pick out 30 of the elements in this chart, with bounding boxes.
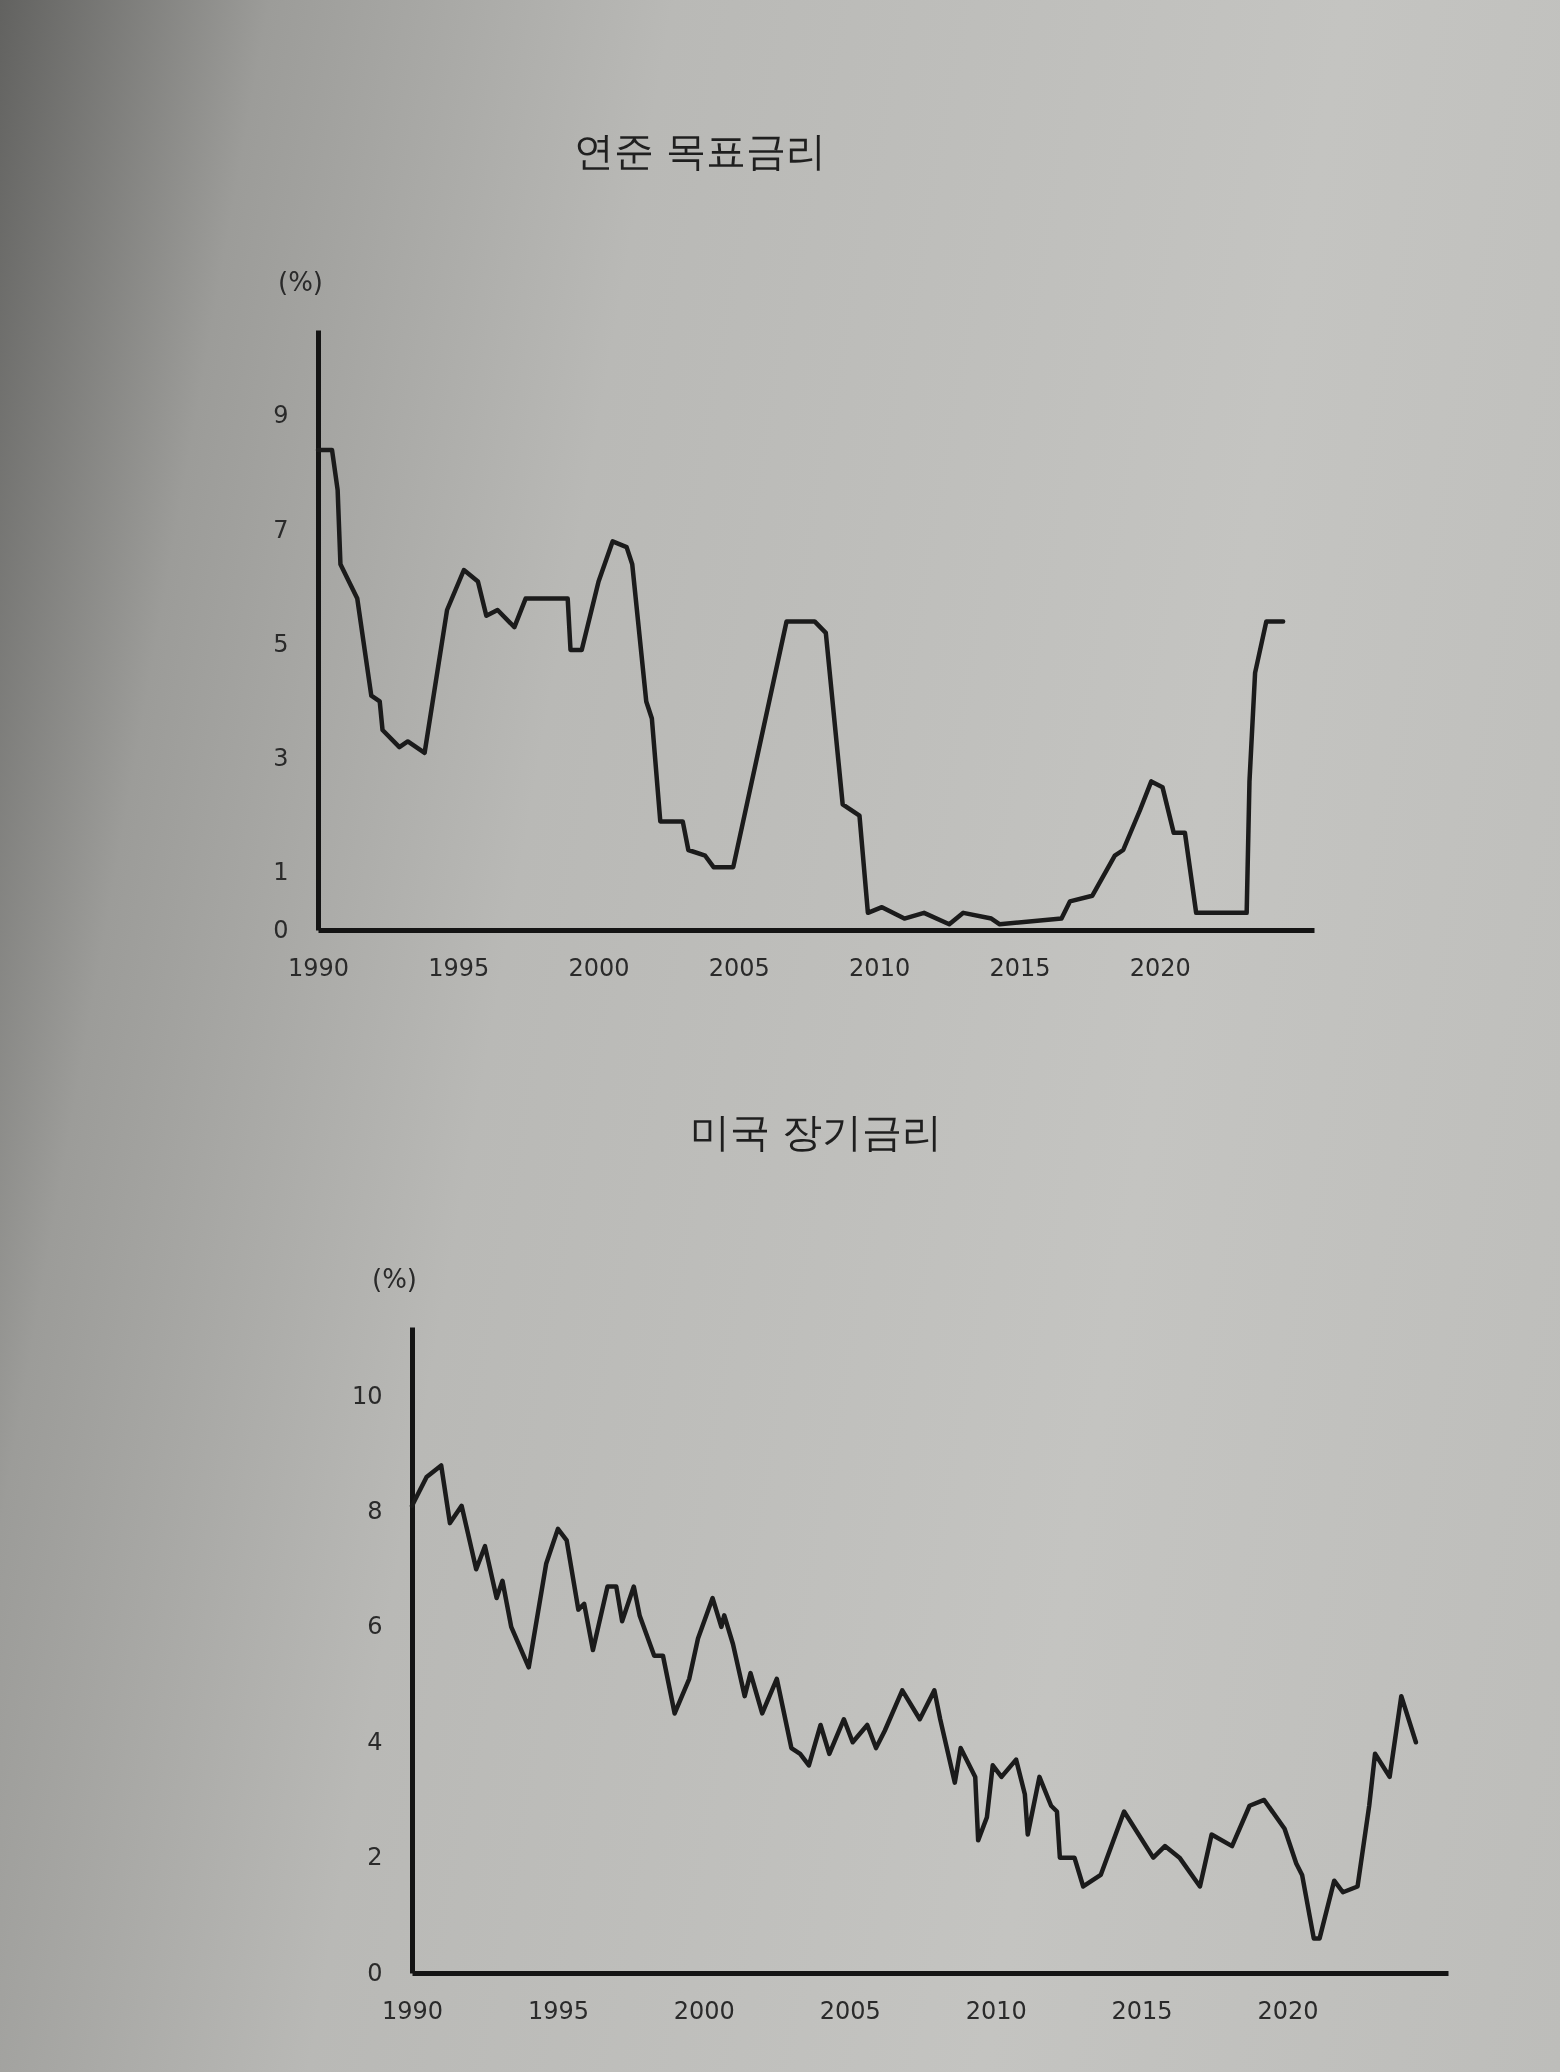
y-tick-label: 5 bbox=[273, 629, 289, 658]
y-tick-label: 10 bbox=[351, 1381, 383, 1410]
y-tick-label: 3 bbox=[273, 744, 289, 773]
x-tick-label: 2000 bbox=[673, 1996, 735, 2025]
y-axis-title: (%) bbox=[372, 1263, 417, 1294]
x-tick-label: 2000 bbox=[568, 953, 630, 982]
x-tick-label: 2010 bbox=[849, 953, 911, 982]
x-tick-label: 2015 bbox=[1111, 1996, 1173, 2025]
x-tick-label: 1995 bbox=[428, 953, 490, 982]
x-tick-label: 2020 bbox=[1129, 953, 1191, 982]
x-tick-label: 2005 bbox=[819, 1996, 881, 2025]
y-tick-label: 7 bbox=[273, 515, 289, 544]
x-tick-label: 2020 bbox=[1257, 1996, 1319, 2025]
chart-title: 연준 목표금리 bbox=[573, 128, 827, 174]
y-axis-title: (%) bbox=[278, 266, 323, 297]
y-tick-label: 0 bbox=[367, 1958, 383, 1987]
y-tick-label: 6 bbox=[367, 1612, 383, 1641]
y-tick-label: 9 bbox=[273, 401, 289, 430]
x-tick-label: 1990 bbox=[287, 953, 350, 982]
y-tick-label: 4 bbox=[367, 1727, 383, 1756]
x-tick-label: 2010 bbox=[965, 1996, 1027, 2025]
y-tick-label: 0 bbox=[273, 915, 289, 944]
y-tick-label: 1 bbox=[273, 858, 289, 887]
chart-title: 미국 장기금리 bbox=[689, 1109, 943, 1155]
x-tick-label: 2005 bbox=[708, 953, 770, 982]
x-tick-label: 2015 bbox=[989, 953, 1051, 982]
y-tick-label: 8 bbox=[367, 1497, 383, 1526]
x-tick-label: 1995 bbox=[527, 1996, 589, 2025]
y-tick-label: 2 bbox=[367, 1843, 383, 1872]
x-tick-label: 1990 bbox=[381, 1996, 444, 2025]
